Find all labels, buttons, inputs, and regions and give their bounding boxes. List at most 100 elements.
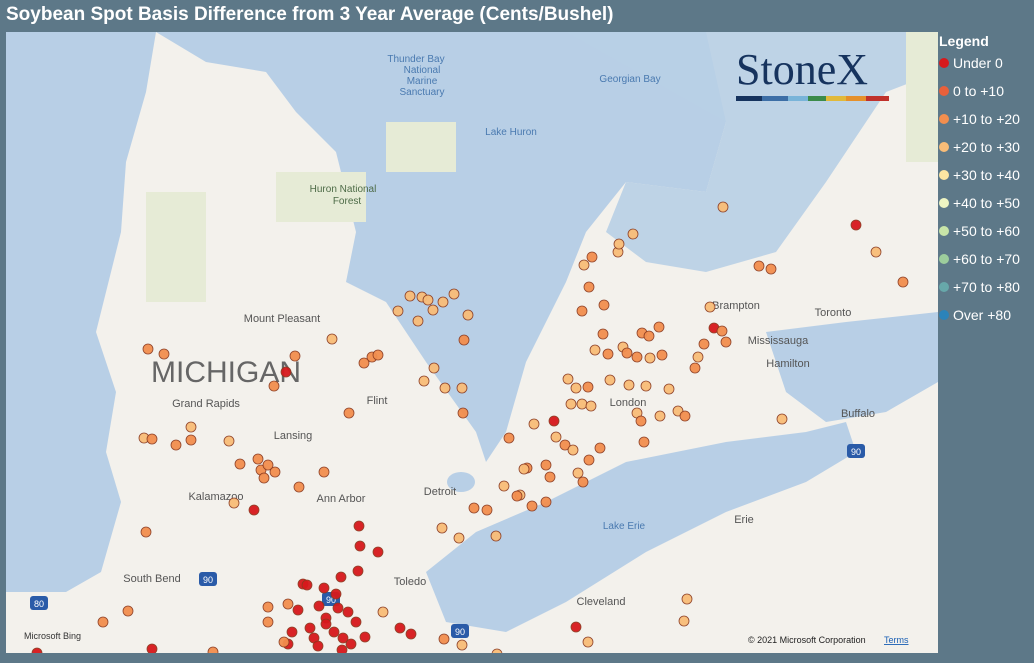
legend-title: Legend [939, 33, 989, 49]
map-label: Brampton [712, 300, 760, 312]
legend-label: +30 to +40 [953, 167, 1020, 183]
location-dot [602, 348, 614, 360]
location-dot [578, 259, 590, 271]
location-dot [716, 325, 728, 337]
location-dot [720, 336, 732, 348]
location-dot [252, 453, 264, 465]
location-dot [562, 373, 574, 385]
location-dot [462, 309, 474, 321]
map-label: Mount Pleasant [244, 313, 320, 325]
location-dot [640, 380, 652, 392]
location-dot [372, 349, 384, 361]
location-dot [623, 379, 635, 391]
legend-label: Under 0 [953, 55, 1003, 71]
location-dot [582, 381, 594, 393]
map-label: Grand Rapids [172, 398, 240, 410]
location-dot [372, 546, 384, 558]
location-dot [559, 439, 571, 451]
title: Soybean Spot Basis Difference from 3 Yea… [6, 4, 614, 25]
highway-number: 80 [34, 599, 44, 609]
location-dot [97, 616, 109, 628]
legend-swatch [939, 282, 949, 292]
location-dot [654, 410, 666, 422]
location-dot [405, 628, 417, 640]
location-dot [518, 463, 530, 475]
location-dot [583, 454, 595, 466]
location-dot [457, 407, 469, 419]
map-label: National [404, 65, 441, 76]
location-dot [656, 349, 668, 361]
map-label: Lake Huron [485, 127, 537, 138]
location-dot [491, 648, 503, 653]
legend-label: +60 to +70 [953, 251, 1020, 267]
legend-label: Over +80 [953, 307, 1011, 323]
location-dot [342, 606, 354, 618]
map-label: Lansing [274, 430, 313, 442]
location-dot [262, 601, 274, 613]
location-dot [293, 481, 305, 493]
highway-number: 90 [326, 595, 336, 605]
location-dot [753, 260, 765, 272]
location-dot [142, 343, 154, 355]
location-dot [336, 644, 348, 653]
location-dot [692, 351, 704, 363]
location-dot [576, 398, 588, 410]
location-dot [140, 526, 152, 538]
map-label: Huron National [310, 184, 377, 195]
location-dot [320, 618, 332, 630]
location-dot [638, 436, 650, 448]
location-dot [604, 374, 616, 386]
location-dot [289, 350, 301, 362]
location-dot [548, 415, 560, 427]
highway-shield [30, 596, 48, 610]
map-label: Lake Erie [603, 521, 646, 532]
location-dot [544, 471, 556, 483]
location-dot [326, 333, 338, 345]
legend-label: +20 to +30 [953, 139, 1020, 155]
terms[interactable]: Terms [884, 635, 909, 645]
location-dot [337, 632, 349, 644]
location-dot [897, 276, 909, 288]
location-dot [313, 600, 325, 612]
location-dot [511, 490, 523, 502]
location-dot [262, 616, 274, 628]
location-dot [312, 640, 324, 652]
location-dot [304, 622, 316, 634]
legend-label: +50 to +60 [953, 223, 1020, 239]
location-dot [644, 352, 656, 364]
location-dot [158, 348, 170, 360]
legend-item: +50 to +60 [939, 223, 1020, 251]
location-dot [594, 442, 606, 454]
location-dot [776, 413, 788, 425]
legend-swatch [939, 170, 949, 180]
location-dot [223, 435, 235, 447]
map-label: South Bend [123, 573, 181, 585]
location-dot [468, 502, 480, 514]
location-dot [228, 497, 240, 509]
location-dot [550, 431, 562, 443]
location-dot [572, 467, 584, 479]
location-dot [268, 380, 280, 392]
legend-item: 0 to +10 [939, 83, 1020, 111]
location-dot [352, 565, 364, 577]
map-label: Cleveland [577, 596, 626, 608]
location-dot [597, 328, 609, 340]
location-dot [528, 418, 540, 430]
location-dot [698, 338, 710, 350]
location-dot [280, 366, 292, 378]
location-dot [436, 522, 448, 534]
location-dot [458, 334, 470, 346]
location-dot [565, 398, 577, 410]
location-dot [248, 504, 260, 516]
map-label: Forest [333, 196, 362, 207]
location-dot [146, 433, 158, 445]
highway-number: 90 [203, 575, 213, 585]
location-dot [570, 621, 582, 633]
location-dot [185, 421, 197, 433]
legend-swatch [939, 58, 949, 68]
map-label: Georgian Bay [599, 74, 660, 85]
location-dot [282, 598, 294, 610]
location-dot [540, 459, 552, 471]
location-dot [635, 415, 647, 427]
location-dot [448, 288, 460, 300]
